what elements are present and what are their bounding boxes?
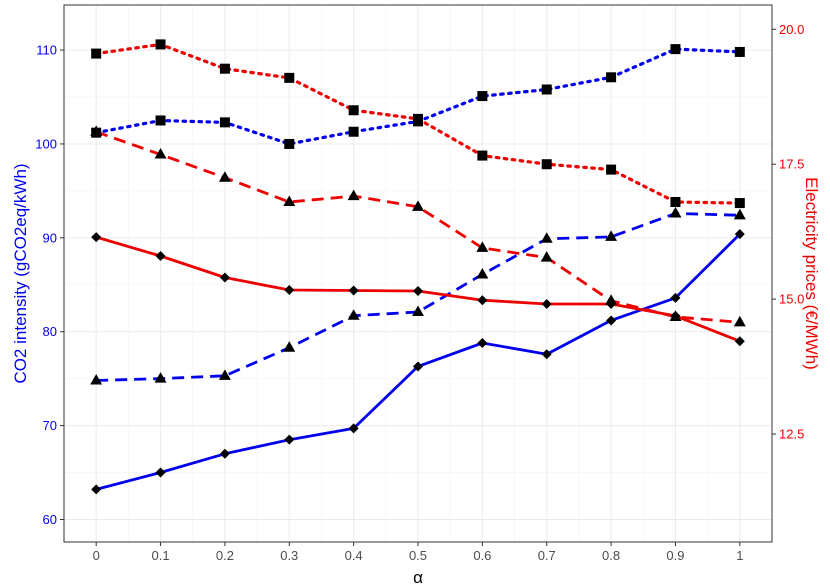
data-point-triangle xyxy=(669,206,682,218)
data-point-triangle xyxy=(154,372,167,383)
data-point-diamond xyxy=(477,337,488,348)
y-right-tick-label: 20.0 xyxy=(779,22,804,37)
data-point-triangle xyxy=(605,230,618,241)
data-point-triangle xyxy=(476,241,489,252)
data-point-triangle xyxy=(347,189,360,201)
data-point-square xyxy=(219,117,230,128)
data-point-diamond xyxy=(155,467,166,478)
data-point-diamond xyxy=(219,272,230,283)
y-left-tick-label: 110 xyxy=(36,43,57,58)
x-tick-label: 0.1 xyxy=(152,548,170,563)
data-point-square xyxy=(477,91,488,102)
data-point-square xyxy=(734,198,745,209)
y-right-tick-label: 12.5 xyxy=(779,427,804,442)
data-point-triangle xyxy=(476,267,489,279)
y-left-tick-label: 100 xyxy=(35,136,57,151)
data-point-triangle xyxy=(669,310,682,321)
x-axis-title: α xyxy=(413,568,423,587)
x-tick-label: 0.2 xyxy=(216,548,234,563)
data-point-diamond xyxy=(284,284,295,295)
data-point-diamond xyxy=(155,250,166,261)
data-point-square xyxy=(606,164,617,175)
data-point-diamond xyxy=(91,484,102,495)
data-point-square xyxy=(541,84,552,95)
x-tick-label: 0.9 xyxy=(666,548,684,563)
y-left-tick-label: 60 xyxy=(43,512,57,527)
data-point-diamond xyxy=(413,361,423,372)
y-left-tick-label: 80 xyxy=(43,324,57,339)
data-point-square xyxy=(91,48,102,59)
x-tick-label: 1 xyxy=(736,548,743,563)
data-point-triangle xyxy=(154,147,167,159)
data-point-square xyxy=(606,72,617,83)
x-tick-label: 0.5 xyxy=(409,548,427,563)
data-point-square xyxy=(348,105,359,116)
data-point-square xyxy=(155,115,166,126)
data-point-square xyxy=(734,46,745,57)
data-point-diamond xyxy=(541,298,552,309)
series-line-red-dashed xyxy=(95,130,740,324)
x-tick-label: 0.4 xyxy=(345,548,363,563)
data-point-triangle xyxy=(540,232,553,243)
data-point-triangle xyxy=(605,294,618,305)
y-axis-left-title: CO2 intensity (gCO2eq/kWh) xyxy=(11,163,30,383)
y-right-tick-label: 15.0 xyxy=(779,292,804,307)
data-point-square xyxy=(348,126,359,137)
y-right-tick-label: 17.5 xyxy=(779,157,804,172)
data-point-triangle xyxy=(218,369,231,380)
data-point-diamond xyxy=(219,448,230,459)
series-line-blue-dashed xyxy=(96,211,740,382)
axes: 0 0.1 0.2 0.3 0.4 0.5 0.6 0.7 0.8 0.9 1 60 70 80 90 100… xyxy=(35,22,804,563)
data-point-triangle xyxy=(412,305,424,317)
x-tick-label: 0.6 xyxy=(473,548,491,563)
data-point-square xyxy=(477,150,488,161)
data-point-square xyxy=(219,63,230,74)
data-point-triangle xyxy=(90,125,103,136)
y-left-tick-label: 70 xyxy=(43,418,57,433)
data-point-diamond xyxy=(670,292,681,303)
y-axis-right-title: Electricity prices (€/MWh) xyxy=(802,177,821,370)
data-point-square xyxy=(413,113,423,124)
data-point-diamond xyxy=(734,336,745,347)
data-point-diamond xyxy=(541,349,552,360)
data-point-diamond xyxy=(477,295,488,306)
data-point-square xyxy=(284,72,295,83)
data-point-diamond xyxy=(348,423,359,434)
y-left-tick-label: 90 xyxy=(43,230,57,245)
data-point-triangle xyxy=(90,374,103,385)
data-point-diamond xyxy=(606,315,617,326)
data-point-square xyxy=(541,159,552,170)
data-point-triangle xyxy=(412,200,424,211)
data-point-triangle xyxy=(347,309,360,320)
x-tick-label: 0.3 xyxy=(280,548,298,563)
data-point-diamond xyxy=(284,434,295,445)
data-point-triangle xyxy=(218,171,231,182)
data-point-diamond xyxy=(91,232,102,243)
grid xyxy=(64,5,772,542)
data-point-triangle xyxy=(283,341,296,352)
x-tick-label: 0.7 xyxy=(538,548,556,563)
data-point-square xyxy=(284,138,295,149)
x-tick-label: 0 xyxy=(93,548,100,563)
data-point-triangle xyxy=(733,315,746,327)
data-point-diamond xyxy=(413,286,423,297)
data-point-diamond xyxy=(734,229,745,240)
data-point-diamond xyxy=(348,285,359,296)
plot-area xyxy=(90,39,746,495)
data-point-square xyxy=(155,39,166,50)
data-point-square xyxy=(670,196,681,207)
data-point-square xyxy=(670,44,681,55)
data-point-triangle xyxy=(733,208,746,220)
data-point-triangle xyxy=(283,195,296,207)
x-tick-label: 0.8 xyxy=(602,548,620,563)
data-point-triangle xyxy=(540,251,553,262)
